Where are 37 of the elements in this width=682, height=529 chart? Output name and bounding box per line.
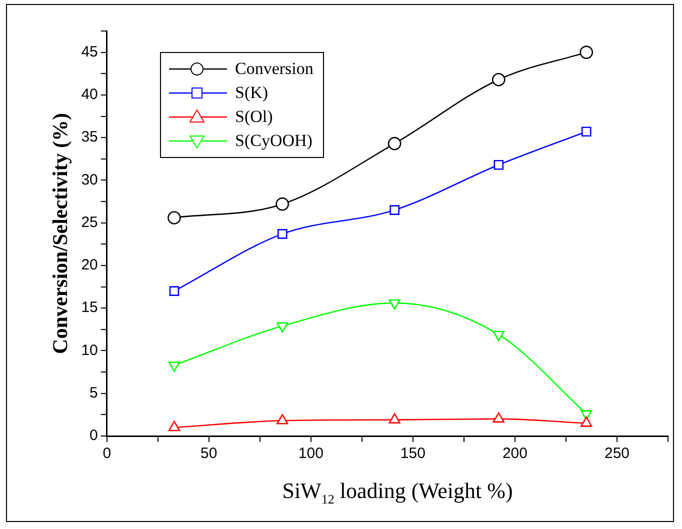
y-tick-label: 40	[81, 86, 98, 104]
x-tick-label: 100	[298, 445, 324, 462]
y-tick-label: 10	[81, 342, 98, 359]
y-tick-label: 35	[81, 128, 98, 146]
point	[388, 136, 402, 150]
x-tick-label: 150	[400, 445, 426, 462]
point	[494, 160, 504, 170]
y-tick-label: 30	[81, 171, 98, 188]
x-tick-label: 50	[200, 445, 218, 462]
legend-label: S(K)	[235, 83, 268, 103]
y-tick-label: 0	[90, 427, 98, 444]
point	[168, 420, 180, 432]
point	[580, 416, 592, 427]
x-tick-label: 250	[604, 445, 630, 462]
point	[581, 126, 592, 137]
point	[277, 229, 288, 239]
legend-label: S(Ol)	[235, 107, 273, 127]
point	[169, 286, 180, 296]
point	[276, 197, 290, 211]
legend-label: S(CyOOH)	[235, 131, 312, 151]
point	[388, 413, 400, 424]
y-tick-label: 45	[81, 43, 98, 60]
point	[390, 205, 400, 215]
point	[168, 211, 181, 224]
x-axis-title: SiW$_{12}$ loading (Weight %)	[281, 478, 514, 508]
point	[276, 414, 288, 424]
y-tick-label: 20	[81, 256, 98, 274]
legend-label: Conversion	[235, 59, 314, 79]
y-tick-label: 25	[81, 214, 98, 231]
point	[580, 46, 594, 59]
point	[492, 72, 506, 86]
x-tick-label: 0	[102, 445, 112, 462]
y-axis-title: Conversion/Selectivity (%)	[48, 113, 72, 354]
x-tick-label: 200	[502, 445, 528, 462]
point	[492, 412, 504, 423]
y-tick-label: 15	[81, 299, 98, 316]
y-tick-label: 5	[90, 384, 98, 402]
